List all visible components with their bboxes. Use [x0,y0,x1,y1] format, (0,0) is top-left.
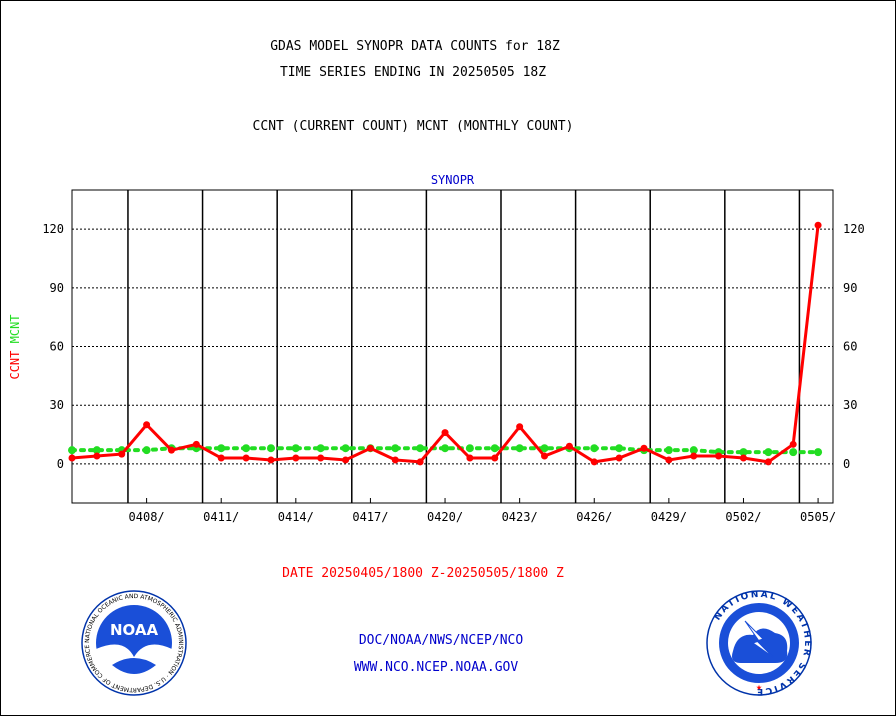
point-ccnt-14 [416,458,424,466]
point-ccnt-10 [317,454,325,462]
point-ccnt-25 [690,452,698,460]
date-range-label: DATE 20250405/1800 Z-20250505/1800 Z [282,566,564,581]
series-line-ccnt [70,223,820,464]
y-tick-label-left-2: 60 [50,340,64,354]
y-axis-label-ccnt: CCNT [8,351,22,380]
point-ccnt-26 [715,452,723,460]
point-ccnt-1 [93,452,101,460]
point-ccnt-21 [590,458,598,466]
nws-logo-icon: NATIONAL WEATHER SERVICE ★ [706,590,812,696]
point-mcnt-3 [142,446,151,455]
credit-line-1: DOC/NOAA/NWS/NCEP/NCO [358,633,524,648]
point-mcnt-24 [664,446,673,455]
point-mcnt-14 [416,444,425,453]
point-ccnt-28 [764,458,772,466]
point-mcnt-9 [291,444,300,453]
x-tick-label-4: 0420/ [427,510,463,524]
y-tick-label-right-1: 30 [843,398,857,412]
y-tick-label-right-2: 60 [843,340,857,354]
point-ccnt-8 [267,456,275,464]
point-ccnt-5 [192,440,200,448]
y-tick-label-left-1: 30 [50,398,64,412]
point-ccnt-13 [391,456,399,464]
point-mcnt-1 [92,446,101,455]
y-tick-label-left-0: 0 [57,457,64,471]
point-mcnt-17 [490,444,499,453]
noaa-wordmark: NOAA [110,621,159,639]
x-tick-label-2: 0414/ [278,510,314,524]
point-ccnt-15 [441,429,449,437]
point-ccnt-0 [68,454,76,462]
point-ccnt-7 [242,454,250,462]
point-ccnt-24 [665,456,673,464]
y-axis-label-mcnt: MCNT [8,314,22,350]
point-ccnt-23 [640,444,648,452]
point-ccnt-20 [565,442,573,450]
x-tick-label-6: 0426/ [576,510,612,524]
x-tick-label-0: 0408/ [129,510,165,524]
point-ccnt-27 [739,454,747,462]
point-mcnt-29 [789,448,798,457]
point-mcnt-22 [615,444,624,453]
x-tick-label-3: 0417/ [352,510,388,524]
point-ccnt-4 [167,446,175,454]
point-ccnt-16 [466,454,474,462]
point-mcnt-0 [68,446,76,455]
nws-star-icon: ★ [756,682,762,693]
point-ccnt-18 [516,423,524,431]
point-ccnt-30 [814,221,822,229]
chart-title-line1: GDAS MODEL SYNOPR DATA COUNTS for 18Z [270,39,560,54]
point-ccnt-19 [541,452,549,460]
credit-line-2: WWW.NCO.NCEP.NOAA.GOV [353,660,519,675]
y-tick-label-left-4: 120 [42,222,64,236]
point-ccnt-3 [143,421,151,429]
point-ccnt-22 [615,454,623,462]
point-mcnt-16 [465,444,474,453]
x-tick-label-7: 0429/ [651,510,687,524]
point-ccnt-29 [789,440,797,448]
point-ccnt-9 [292,454,300,462]
plot-label: SYNOPR [431,173,475,187]
x-tick-label-9: 0505/ [800,510,836,524]
point-mcnt-28 [764,448,773,457]
noaa-logo-icon: NOAA NATIONAL OCEANIC AND ATMOSPHERIC AD… [81,590,187,696]
point-mcnt-11 [341,444,350,453]
point-mcnt-10 [316,444,325,453]
y-tick-label-right-0: 0 [843,457,850,471]
x-tick-label-1: 0411/ [203,510,239,524]
point-mcnt-7 [242,444,251,453]
point-mcnt-30 [814,448,823,457]
point-ccnt-11 [342,456,350,464]
point-ccnt-12 [366,444,374,452]
point-mcnt-15 [441,444,450,453]
chart-subtitle: CCNT (CURRENT COUNT) MCNT (MONTHLY COUNT… [252,119,574,134]
point-mcnt-6 [217,444,226,453]
y-axis-label: CCNT MCNT [8,314,22,379]
point-mcnt-19 [540,444,549,453]
y-tick-label-left-3: 90 [50,281,64,295]
point-ccnt-6 [217,454,225,462]
point-mcnt-18 [515,444,524,453]
point-mcnt-8 [266,444,275,453]
y-tick-label-right-4: 120 [843,222,865,236]
point-ccnt-2 [118,450,126,458]
y-tick-label-right-3: 90 [843,281,857,295]
point-ccnt-17 [491,454,499,462]
x-tick-label-8: 0502/ [725,510,761,524]
x-tick-label-5: 0423/ [502,510,538,524]
point-mcnt-25 [689,446,698,455]
point-mcnt-13 [391,444,400,453]
point-mcnt-27 [739,448,748,457]
point-mcnt-21 [590,444,599,453]
chart-title-line2: TIME SERIES ENDING IN 20250505 18Z [279,65,547,80]
